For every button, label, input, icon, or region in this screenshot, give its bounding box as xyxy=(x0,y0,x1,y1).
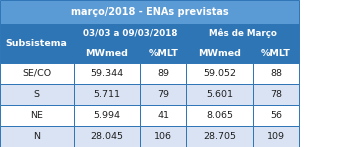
Bar xyxy=(186,126,253,147)
Text: 41: 41 xyxy=(157,111,169,120)
Bar xyxy=(186,84,253,105)
Bar xyxy=(74,126,140,147)
Text: MWmed: MWmed xyxy=(86,49,128,58)
Text: 78: 78 xyxy=(270,90,282,99)
Text: 28.045: 28.045 xyxy=(90,132,123,141)
Text: 106: 106 xyxy=(154,132,172,141)
Text: 56: 56 xyxy=(270,111,282,120)
Bar xyxy=(186,63,253,84)
Bar xyxy=(186,24,299,43)
Bar xyxy=(140,126,186,147)
Bar xyxy=(253,43,299,63)
Text: 59.344: 59.344 xyxy=(90,69,123,78)
Text: Mês de Março: Mês de Março xyxy=(209,29,277,38)
Text: março/2018 - ENAs previstas: março/2018 - ENAs previstas xyxy=(71,7,228,17)
Bar xyxy=(140,84,186,105)
Text: 5.601: 5.601 xyxy=(206,90,233,99)
Text: %MLT: %MLT xyxy=(261,49,291,58)
Text: SE/CO: SE/CO xyxy=(22,69,51,78)
Text: 8.065: 8.065 xyxy=(206,111,233,120)
Bar xyxy=(140,63,186,84)
Bar xyxy=(0,63,74,84)
Bar xyxy=(0,24,74,63)
Text: 88: 88 xyxy=(270,69,282,78)
Bar xyxy=(0,105,74,126)
Text: NE: NE xyxy=(30,111,43,120)
Text: 59.052: 59.052 xyxy=(203,69,236,78)
Text: 03/03 a 09/03/2018: 03/03 a 09/03/2018 xyxy=(83,29,177,38)
Bar xyxy=(0,126,74,147)
Text: Subsistema: Subsistema xyxy=(6,39,68,48)
Bar xyxy=(74,84,140,105)
Text: 79: 79 xyxy=(157,90,169,99)
Bar xyxy=(253,84,299,105)
Text: 5.711: 5.711 xyxy=(93,90,120,99)
Bar xyxy=(253,126,299,147)
Text: 5.994: 5.994 xyxy=(93,111,120,120)
Text: %MLT: %MLT xyxy=(148,49,178,58)
Bar xyxy=(140,43,186,63)
Text: 109: 109 xyxy=(267,132,285,141)
Bar xyxy=(74,43,140,63)
Bar xyxy=(74,24,186,43)
Text: MWmed: MWmed xyxy=(198,49,241,58)
Bar xyxy=(253,63,299,84)
Text: 89: 89 xyxy=(157,69,169,78)
Bar xyxy=(74,105,140,126)
Bar xyxy=(74,63,140,84)
Text: 28.705: 28.705 xyxy=(203,132,236,141)
Bar xyxy=(0,84,74,105)
Text: S: S xyxy=(34,90,40,99)
Bar xyxy=(186,105,253,126)
Bar xyxy=(140,105,186,126)
Bar xyxy=(186,43,253,63)
Bar xyxy=(253,105,299,126)
Bar xyxy=(0,0,299,24)
Text: N: N xyxy=(33,132,40,141)
